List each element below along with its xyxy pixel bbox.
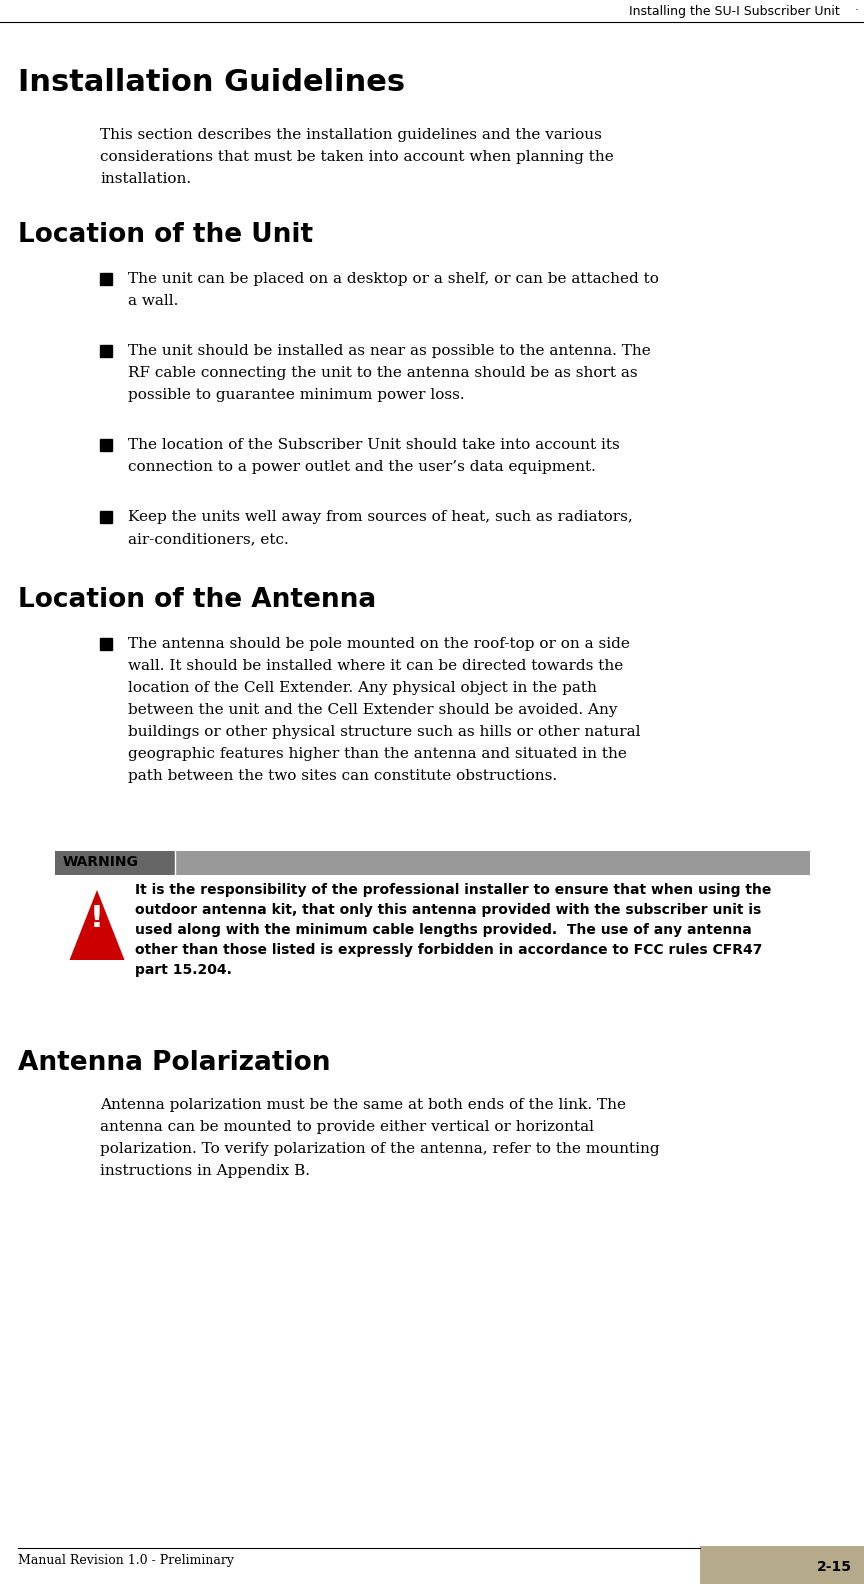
Text: outdoor antenna kit, that only this antenna provided with the subscriber unit is: outdoor antenna kit, that only this ante… bbox=[135, 903, 761, 917]
Text: !: ! bbox=[90, 904, 104, 933]
Bar bbox=[100, 512, 112, 523]
Text: This section describes the installation guidelines and the various: This section describes the installation … bbox=[100, 128, 602, 143]
Text: possible to guarantee minimum power loss.: possible to guarantee minimum power loss… bbox=[128, 388, 465, 402]
Text: The antenna should be pole mounted on the roof-top or on a side: The antenna should be pole mounted on th… bbox=[128, 637, 630, 651]
Text: considerations that must be taken into account when planning the: considerations that must be taken into a… bbox=[100, 150, 613, 165]
Bar bbox=[100, 272, 112, 285]
Text: connection to a power outlet and the user’s data equipment.: connection to a power outlet and the use… bbox=[128, 459, 596, 474]
Bar bbox=[100, 439, 112, 451]
Text: Installing the SU-I Subscriber Unit: Installing the SU-I Subscriber Unit bbox=[629, 5, 840, 17]
Text: part 15.204.: part 15.204. bbox=[135, 963, 232, 977]
Polygon shape bbox=[69, 890, 124, 960]
FancyBboxPatch shape bbox=[55, 851, 810, 874]
Text: .: . bbox=[854, 2, 858, 13]
Text: between the unit and the Cell Extender should be avoided. Any: between the unit and the Cell Extender s… bbox=[128, 703, 618, 718]
Text: path between the two sites can constitute obstructions.: path between the two sites can constitut… bbox=[128, 768, 557, 782]
Text: WARNING: WARNING bbox=[63, 855, 139, 870]
Text: Manual Revision 1.0 - Preliminary: Manual Revision 1.0 - Preliminary bbox=[18, 1554, 234, 1567]
Text: other than those listed is expressly forbidden in accordance to FCC rules CFR47: other than those listed is expressly for… bbox=[135, 942, 762, 957]
Text: Antenna polarization must be the same at both ends of the link. The: Antenna polarization must be the same at… bbox=[100, 1098, 626, 1112]
Text: RF cable connecting the unit to the antenna should be as short as: RF cable connecting the unit to the ante… bbox=[128, 366, 638, 380]
Text: The unit should be installed as near as possible to the antenna. The: The unit should be installed as near as … bbox=[128, 344, 651, 358]
Text: Location of the Unit: Location of the Unit bbox=[18, 222, 313, 249]
Text: geographic features higher than the antenna and situated in the: geographic features higher than the ante… bbox=[128, 748, 627, 760]
FancyBboxPatch shape bbox=[700, 1546, 864, 1584]
Text: The unit can be placed on a desktop or a shelf, or can be attached to: The unit can be placed on a desktop or a… bbox=[128, 272, 659, 287]
Text: antenna can be mounted to provide either vertical or horizontal: antenna can be mounted to provide either… bbox=[100, 1120, 594, 1134]
Text: location of the Cell Extender. Any physical object in the path: location of the Cell Extender. Any physi… bbox=[128, 681, 597, 695]
FancyBboxPatch shape bbox=[55, 874, 810, 995]
Text: The location of the Subscriber Unit should take into account its: The location of the Subscriber Unit shou… bbox=[128, 439, 619, 451]
Text: a wall.: a wall. bbox=[128, 295, 178, 307]
Text: instructions in Appendix B.: instructions in Appendix B. bbox=[100, 1164, 310, 1178]
Text: wall. It should be installed where it can be directed towards the: wall. It should be installed where it ca… bbox=[128, 659, 623, 673]
Text: It is the responsibility of the professional installer to ensure that when using: It is the responsibility of the professi… bbox=[135, 882, 772, 897]
Text: Location of the Antenna: Location of the Antenna bbox=[18, 588, 376, 613]
Text: used along with the minimum cable lengths provided.  The use of any antenna: used along with the minimum cable length… bbox=[135, 923, 752, 938]
Bar bbox=[100, 345, 112, 356]
Text: air-conditioners, etc.: air-conditioners, etc. bbox=[128, 532, 289, 546]
FancyBboxPatch shape bbox=[55, 851, 175, 874]
Text: polarization. To verify polarization of the antenna, refer to the mounting: polarization. To verify polarization of … bbox=[100, 1142, 659, 1156]
Text: Antenna Polarization: Antenna Polarization bbox=[18, 1050, 331, 1076]
Text: buildings or other physical structure such as hills or other natural: buildings or other physical structure su… bbox=[128, 725, 640, 740]
Text: installation.: installation. bbox=[100, 173, 191, 185]
Text: Installation Guidelines: Installation Guidelines bbox=[18, 68, 405, 97]
Text: 2-15: 2-15 bbox=[817, 1560, 852, 1574]
Text: Keep the units well away from sources of heat, such as radiators,: Keep the units well away from sources of… bbox=[128, 510, 632, 524]
Bar bbox=[100, 638, 112, 649]
